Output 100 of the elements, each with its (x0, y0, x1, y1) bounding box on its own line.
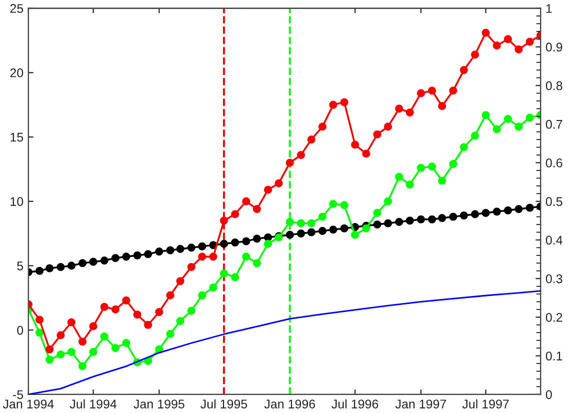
point (67, 348, 76, 356)
x-tick-label: Jul 1995 (200, 399, 248, 408)
point (318, 122, 326, 131)
point (46, 356, 54, 364)
point (176, 244, 184, 253)
point (286, 218, 294, 226)
point (67, 318, 76, 326)
point (100, 332, 108, 341)
point (166, 246, 174, 254)
point (155, 248, 164, 256)
point (395, 218, 404, 226)
point (144, 320, 152, 329)
point (438, 176, 446, 185)
point (111, 254, 120, 262)
point (428, 86, 436, 95)
y-tick-label: 25 (10, 4, 24, 13)
y-tick-label: 0 (17, 326, 24, 335)
point (264, 233, 272, 242)
point (89, 258, 98, 266)
point (460, 66, 468, 74)
point (482, 208, 490, 217)
point (166, 330, 174, 338)
point (36, 316, 44, 324)
point (340, 98, 348, 106)
point (155, 308, 164, 316)
point (470, 50, 480, 59)
point (286, 158, 294, 167)
y2-tick-label: 0.8 (546, 81, 562, 90)
point (242, 197, 250, 206)
x-tick-label: Jul 1997 (462, 399, 509, 408)
point (504, 114, 512, 123)
point (504, 206, 512, 214)
point (144, 356, 152, 365)
point (492, 42, 501, 50)
point (100, 256, 108, 265)
y-tick-label: 5 (17, 262, 24, 270)
point (78, 362, 87, 370)
point (209, 284, 218, 292)
point (514, 45, 523, 54)
point (36, 266, 44, 275)
point (428, 215, 436, 224)
point (231, 238, 240, 247)
y-tick-label: 20 (10, 68, 24, 78)
point (122, 296, 130, 304)
point (78, 259, 87, 268)
y2-tick-label: 0.7 (546, 120, 562, 129)
point (449, 160, 458, 168)
x-tick-label: Jan 1994 (2, 400, 54, 408)
point (242, 252, 250, 261)
point (264, 186, 272, 194)
point (307, 228, 316, 236)
point (526, 38, 534, 46)
point (252, 234, 261, 243)
point (482, 111, 490, 120)
point (384, 197, 392, 206)
y2-tick-label: 0.2 (546, 312, 562, 322)
point (460, 143, 468, 152)
point (187, 244, 196, 252)
point (296, 219, 305, 228)
y-tick-label: -5 (13, 390, 24, 400)
point (373, 130, 382, 138)
point (89, 348, 98, 356)
point (395, 104, 404, 113)
y2-tick-label: 0.1 (546, 352, 562, 360)
x-tick-label: Jan 1996 (264, 400, 316, 408)
point (100, 302, 108, 311)
point (166, 291, 174, 300)
point (416, 215, 425, 224)
point (133, 251, 142, 260)
y-tick-label: 10 (10, 197, 24, 206)
point (187, 306, 196, 315)
y-tick-label: 15 (10, 132, 24, 142)
point (78, 338, 87, 346)
y2-tick-label: 0 (546, 390, 552, 400)
y2-tick-label: 0.9 (546, 42, 562, 52)
point (329, 100, 338, 109)
point (416, 164, 425, 172)
point (373, 220, 382, 229)
point (340, 224, 348, 232)
point (351, 230, 360, 239)
point (286, 230, 294, 239)
point (198, 291, 206, 300)
point (329, 226, 338, 234)
point (526, 114, 534, 122)
point (220, 216, 228, 225)
point (56, 331, 65, 340)
point (231, 273, 240, 282)
point (111, 305, 120, 314)
point (428, 162, 436, 171)
point (198, 252, 206, 261)
x-tick-label: Jul 1994 (70, 399, 117, 408)
point (46, 345, 54, 354)
point (351, 140, 360, 149)
point (133, 310, 142, 319)
point (504, 35, 512, 44)
point (307, 136, 316, 144)
point (209, 252, 218, 261)
point (482, 28, 490, 37)
x-tick-label: Jan 1997 (395, 400, 446, 408)
point (395, 172, 404, 181)
